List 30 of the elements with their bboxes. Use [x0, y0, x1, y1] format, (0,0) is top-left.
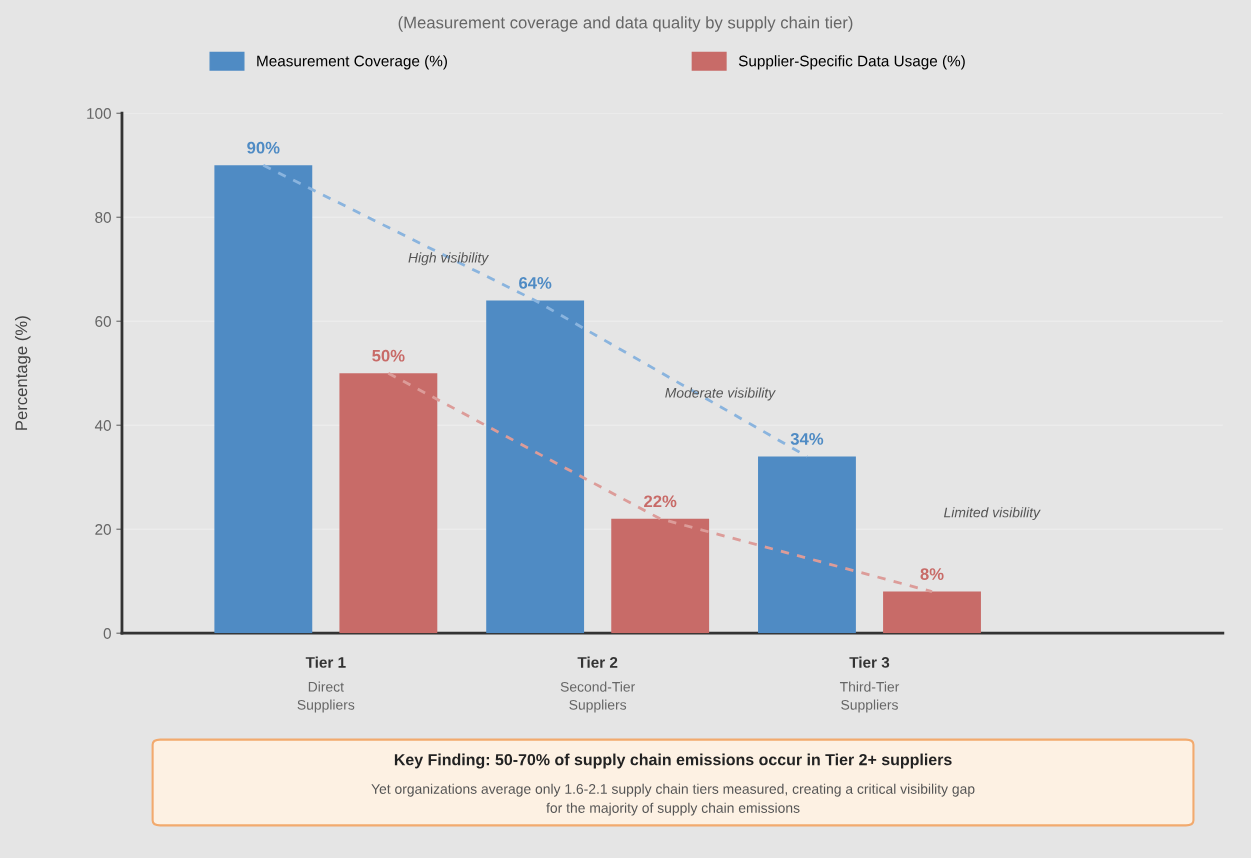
data-label: 64%	[519, 277, 552, 289]
y-tick-label: 40	[94, 420, 111, 431]
text: Yet organizations average only 1.6-2.1 supply chain tiers measured, creating a critical visibility gap for the majority of supply chain emissions	[371, 783, 975, 816]
bar	[611, 518, 710, 634]
x-tick-label: Tier 2 Second-Tier Suppliers	[560, 656, 635, 713]
y-axis-title: Percentage (%)	[14, 316, 31, 430]
data-label: 8%	[920, 568, 944, 580]
annotation: Moderate visibility	[665, 387, 776, 401]
x-tick-label: Tier 3 Third-Tier Suppliers	[839, 656, 900, 713]
data-label: 50%	[372, 349, 405, 362]
chart-title: (Measurement coverage and data quality by supply chain tier)	[398, 16, 853, 32]
y-tick-label: 100	[87, 108, 111, 119]
annotation: Limited visibility	[943, 507, 1041, 521]
bar	[339, 373, 438, 634]
y-tick-label: 20	[95, 524, 111, 535]
data-label: 34%	[790, 432, 824, 445]
x-tick-label: Tier 1 Direct Suppliers	[297, 656, 355, 713]
text: Key Finding: 50-70% of supply chain emissions occur in Tier 2+ suppliers	[394, 753, 952, 769]
data-label: 90%	[247, 141, 280, 154]
bar	[486, 300, 585, 634]
legend-label: Measurement Coverage (%)	[257, 55, 447, 70]
bar	[883, 591, 981, 634]
bar	[214, 165, 313, 634]
y-tick-label: 80	[95, 212, 111, 223]
y-tick-label: 60	[95, 316, 111, 327]
annotation: High visibility	[408, 252, 489, 266]
legend-label: Supplier-Specific Data Usage (%)	[738, 55, 965, 70]
bar	[758, 456, 856, 634]
y-tick-label: 0	[103, 628, 111, 639]
data-label: 22%	[644, 495, 677, 508]
